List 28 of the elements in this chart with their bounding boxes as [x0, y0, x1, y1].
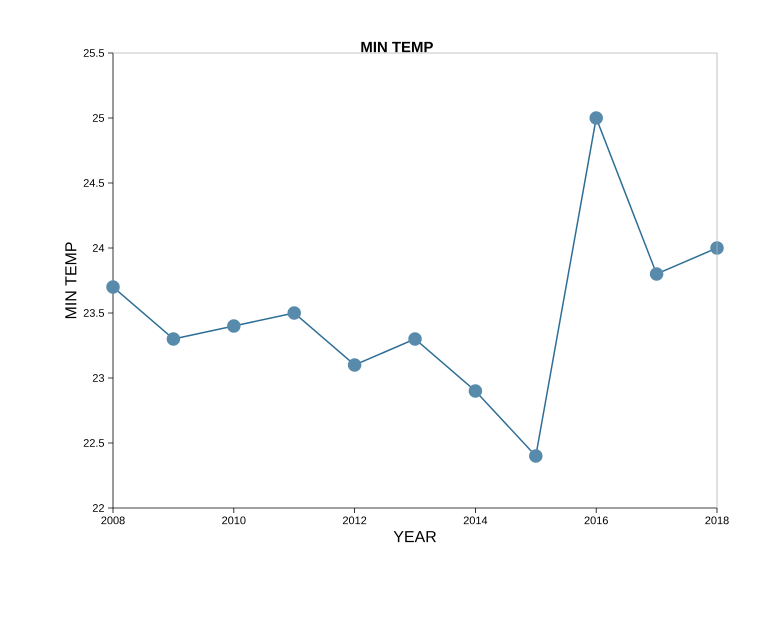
x-tick-label: 2012 — [342, 516, 366, 524]
y-axis-title: MIN TEMP — [65, 242, 76, 318]
point — [710, 241, 724, 255]
point — [529, 449, 543, 463]
point — [166, 332, 180, 346]
x-axis-title: YEAR — [394, 531, 436, 542]
y-tick-label: 22 — [92, 504, 104, 512]
y-tick-label: 22.5 — [84, 439, 104, 447]
x-tick-label: 2008 — [101, 516, 125, 524]
chart-title: MIN TEMP — [361, 42, 433, 52]
x-tick-label: 2018 — [705, 516, 729, 524]
y-tick-label: 23 — [92, 374, 104, 382]
point — [348, 358, 362, 372]
point — [468, 384, 482, 398]
y-tick-label: 25.5 — [84, 49, 104, 57]
x-tick-label: 2010 — [222, 516, 246, 524]
y-tick-label: 25 — [92, 114, 104, 122]
x-tick-label: 2014 — [464, 516, 488, 524]
point — [650, 267, 664, 281]
point — [589, 111, 603, 125]
point — [227, 319, 241, 333]
y-tick-label: 23.5 — [84, 309, 104, 317]
point — [287, 306, 301, 320]
point — [408, 332, 422, 346]
y-tick-label: 24 — [92, 244, 104, 252]
x-tick-label: 2016 — [584, 516, 608, 524]
point — [106, 280, 120, 294]
y-tick-label: 24.5 — [84, 179, 104, 187]
